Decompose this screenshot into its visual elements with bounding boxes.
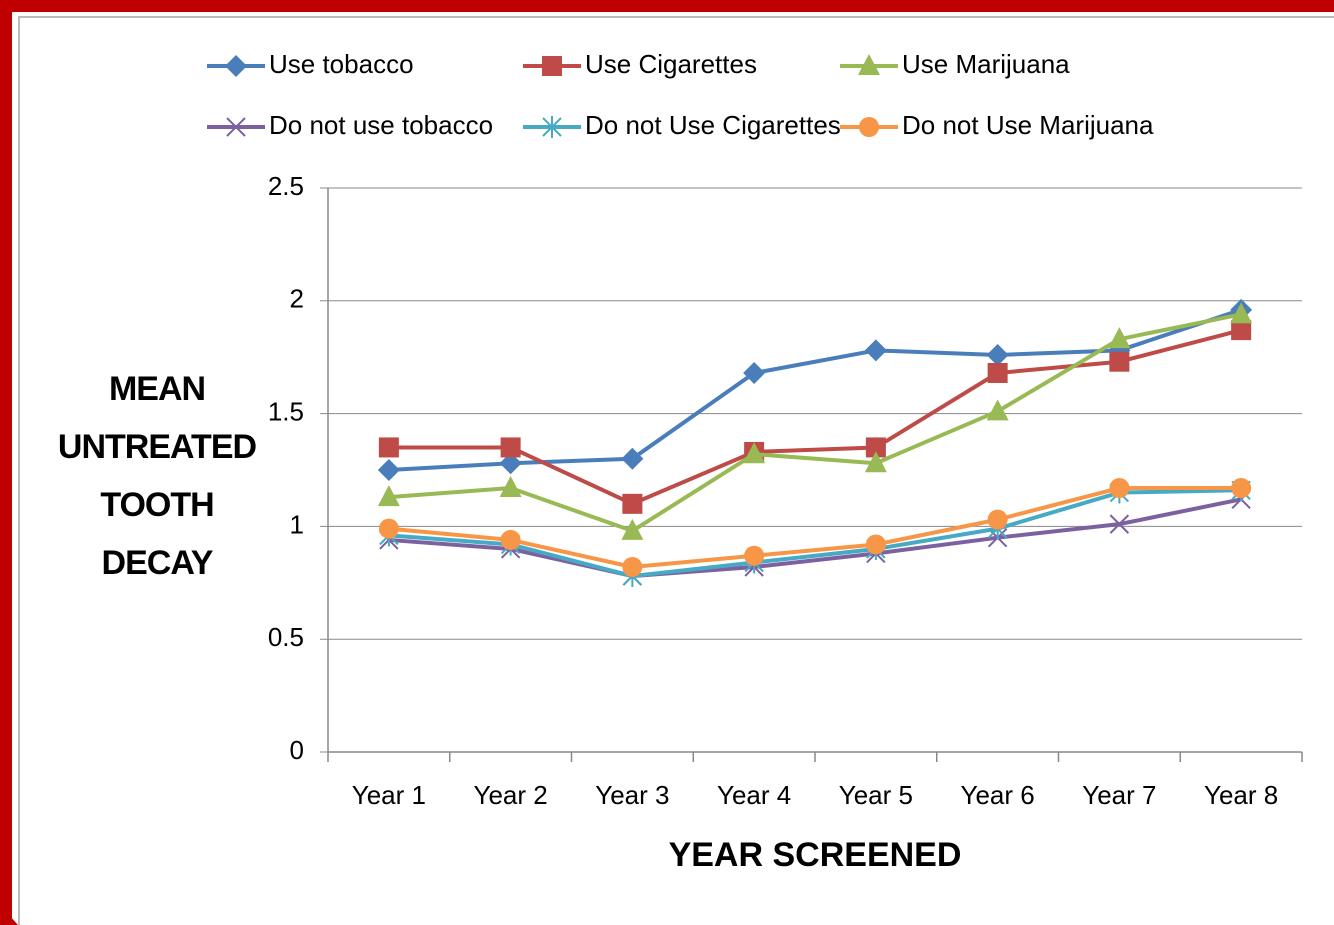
marker [986, 399, 1009, 421]
panel [18, 16, 1334, 925]
legend-label: Use Cigarettes [585, 49, 757, 79]
marker [865, 437, 886, 458]
x-tick-label: Year 4 [717, 780, 791, 810]
legend-marker [542, 56, 562, 76]
x-tick-label: Year 2 [474, 780, 548, 810]
marker [987, 362, 1008, 383]
marker [500, 437, 521, 458]
x-axis-title: YEAR SCREENED [669, 836, 962, 874]
x-tick-label: Year 8 [1204, 780, 1278, 810]
marker [378, 437, 399, 458]
legend-marker [859, 117, 879, 137]
legend-marker [858, 54, 880, 75]
y-tick-label: 1 [290, 509, 304, 539]
x-tick-label: Year 3 [595, 780, 669, 810]
y-tick-label: 0 [290, 735, 304, 765]
marker [743, 361, 766, 384]
y-tick-label: 2 [290, 284, 304, 314]
y-tick-label: 0.5 [268, 622, 304, 652]
marker [378, 518, 399, 539]
marker [377, 459, 400, 481]
y-tick-label: 2.5 [268, 171, 304, 201]
corner [0, 905, 18, 925]
legend-marker [542, 116, 562, 138]
marker [1109, 514, 1130, 534]
y-tick-label: 1.5 [268, 396, 304, 426]
marker [499, 452, 522, 475]
marker [499, 476, 522, 498]
marker [500, 529, 521, 550]
series-line [388, 328, 1242, 506]
x-tick-label: Year 5 [839, 780, 913, 810]
legend-label: Use Marijuana [902, 49, 1070, 79]
legend-marker [225, 55, 247, 77]
legend-marker [226, 117, 246, 137]
legend-label: Use tobacco [269, 49, 414, 79]
marker [622, 493, 643, 514]
x-tick-label: Year 6 [961, 780, 1035, 810]
marker [621, 447, 644, 470]
marker [1231, 320, 1252, 341]
marker [987, 509, 1008, 530]
marker [1231, 478, 1252, 499]
marker [986, 343, 1009, 366]
marker [1109, 478, 1130, 499]
x-tick-label: Year 1 [352, 780, 426, 810]
series-line [388, 488, 1242, 579]
y-axis-title: MEAN UNTREATED TOOTH DECAY [57, 370, 257, 582]
legend-label: Do not Use Marijuana [902, 110, 1154, 140]
series-line [388, 312, 1242, 533]
marker [1108, 327, 1131, 349]
series-line [388, 497, 1242, 579]
marker [864, 339, 887, 362]
marker [621, 518, 644, 540]
x-tick-label: Year 7 [1082, 780, 1156, 810]
marker [1109, 351, 1130, 372]
marker [377, 485, 400, 507]
marker [865, 534, 886, 555]
legend-label: Do not Use Cigarettes [585, 110, 841, 140]
marker [1230, 302, 1253, 324]
marker [622, 557, 643, 578]
marker [744, 545, 765, 566]
series-line [388, 486, 1242, 570]
legend-label: Do not use tobacco [269, 110, 493, 140]
marker [743, 442, 766, 464]
marker [864, 451, 887, 473]
